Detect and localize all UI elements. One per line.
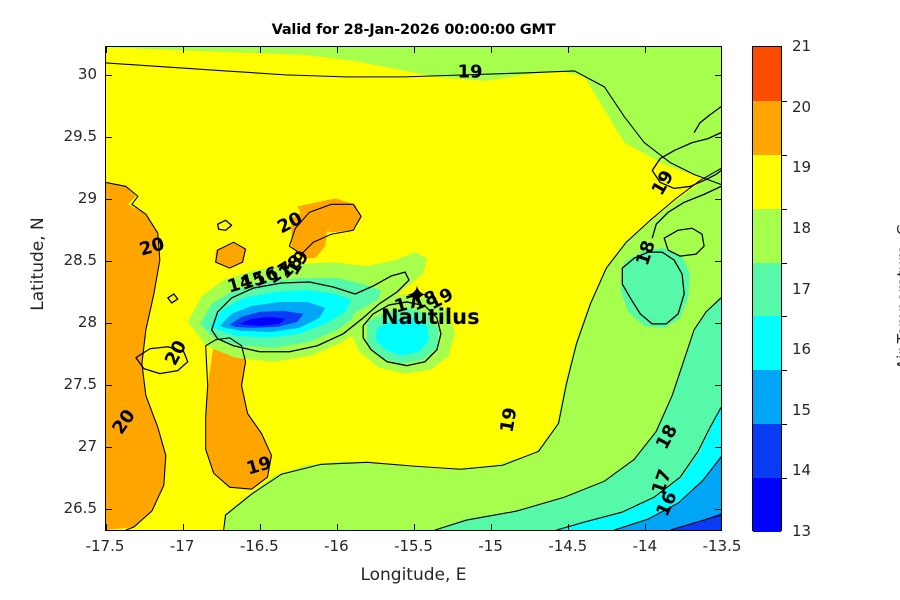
y-tick-label: 27.5 (63, 375, 97, 393)
ytick-right (715, 385, 721, 386)
x-axis-title: Longitude, E (360, 565, 467, 585)
xtick-top (260, 47, 261, 53)
colorbar-band (753, 154, 781, 209)
xtick-top (106, 47, 107, 53)
colorbar-tick (781, 316, 787, 318)
x-tick-label: -15.5 (394, 537, 433, 555)
x-tick-label: -16 (324, 537, 349, 555)
colorbar-tick-label: 21 (792, 37, 812, 55)
colorbar-band (753, 424, 781, 478)
ytick (106, 261, 112, 262)
colorbar-tick (781, 154, 787, 156)
x-tick-label: -17 (169, 537, 195, 555)
y-axis-title: Latitude, N (28, 217, 48, 311)
colorbar-title: Air Temperature, C (894, 224, 900, 370)
xtick-top (337, 47, 338, 53)
colorbar[interactable] (752, 46, 787, 532)
ytick-right (715, 199, 721, 200)
colorbar-tick (781, 262, 787, 264)
ytick-right (715, 509, 721, 510)
y-tick-label: 29.5 (63, 127, 97, 145)
colorbar-band (753, 478, 781, 532)
colorbar-tick (781, 100, 787, 102)
x-tick-label: -17.5 (85, 537, 125, 555)
xtick-top (491, 47, 492, 53)
ytick (106, 385, 112, 386)
xtick (183, 524, 184, 530)
contour-field (106, 47, 721, 530)
xtick-top (414, 47, 415, 53)
xtick-top (568, 47, 569, 53)
xtick (106, 524, 107, 530)
xtick (414, 524, 415, 530)
colorbar-band (753, 316, 781, 371)
ytick (106, 137, 112, 138)
xtick (337, 524, 338, 530)
ytick (106, 75, 112, 76)
xtick (491, 524, 492, 530)
ytick (106, 447, 112, 448)
colorbar-tick-label: 13 (792, 522, 812, 540)
colorbar-band (753, 262, 781, 317)
x-tick-label: -14.5 (548, 537, 588, 555)
colorbar-tick-label: 16 (792, 340, 812, 359)
x-tick-label: -13.5 (702, 537, 742, 555)
ytick-right (715, 323, 721, 324)
y-tick-label: 28 (77, 313, 97, 331)
y-tick-label: 27 (77, 437, 97, 455)
xtick (260, 524, 261, 530)
y-tick-label: 29 (77, 189, 97, 207)
colorbar-band (753, 370, 781, 425)
colorbar-tick-label: 14 (792, 461, 812, 480)
colorbar-tick (781, 424, 787, 426)
colorbar-tick (781, 370, 787, 372)
colorbar-band (753, 47, 781, 101)
xtick-top (183, 47, 184, 53)
ytick-right (715, 75, 721, 76)
colorbar-tick (781, 208, 787, 210)
xtick (568, 524, 569, 530)
colorbar-tick-label: 18 (792, 218, 812, 237)
y-tick-label: 28.5 (63, 251, 97, 269)
x-tick-label: -14 (632, 537, 658, 555)
colorbar-tick-label: 15 (792, 400, 812, 419)
ytick (106, 323, 112, 324)
xtick-top (645, 47, 646, 53)
page-title: Valid for 28-Jan-2026 00:00:00 GMT (271, 22, 556, 38)
ytick-right (715, 137, 721, 138)
x-tick-label: -16.5 (239, 537, 279, 555)
ytick (106, 199, 112, 200)
colorbar-tick-label: 20 (792, 97, 812, 116)
ytick (106, 509, 112, 510)
colorbar-tick-label: 17 (792, 279, 812, 298)
station-star-icon: ✦ (406, 281, 428, 311)
colorbar-tick (781, 478, 787, 480)
colorbar-band (753, 208, 781, 263)
colorbar-tick-label: 19 (792, 158, 812, 177)
ytick-right (715, 447, 721, 448)
xtick (645, 524, 646, 530)
colorbar-band (753, 100, 781, 155)
y-tick-label: 30 (77, 65, 97, 83)
station-label: Nautilus (381, 305, 480, 329)
ytick-right (715, 261, 721, 262)
contour-plot-area[interactable]: 19 20 20 20 20 19 19 19 18 18 17 16 14 15 16 17 18 19 17 18… (105, 46, 722, 531)
x-tick-label: -15 (478, 537, 503, 555)
y-tick-label: 26.5 (63, 499, 97, 517)
